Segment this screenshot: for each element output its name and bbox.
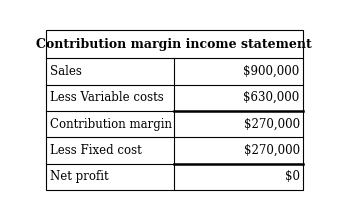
Text: $900,000: $900,000 <box>243 65 300 78</box>
Text: Sales: Sales <box>50 65 82 78</box>
Text: Less Fixed cost: Less Fixed cost <box>50 144 141 157</box>
Text: Less Variable costs: Less Variable costs <box>50 91 163 104</box>
Text: $270,000: $270,000 <box>243 118 300 131</box>
Text: Contribution margin income statement: Contribution margin income statement <box>36 38 312 51</box>
Text: Net profit: Net profit <box>50 170 108 183</box>
Text: $0: $0 <box>285 170 300 183</box>
Text: $630,000: $630,000 <box>243 91 300 104</box>
Text: Contribution margin: Contribution margin <box>50 118 172 131</box>
Text: $270,000: $270,000 <box>243 144 300 157</box>
